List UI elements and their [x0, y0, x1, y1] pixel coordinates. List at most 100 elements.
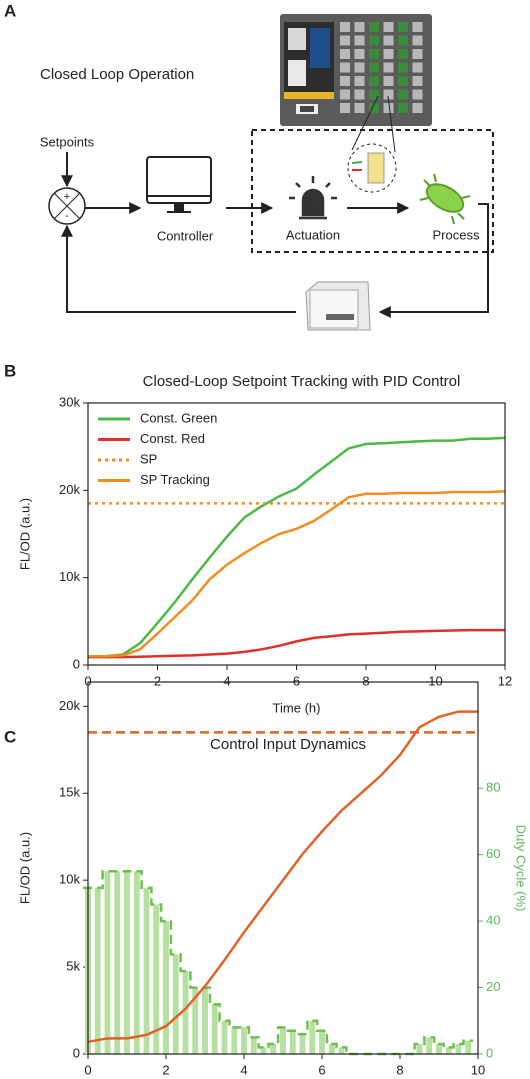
node-label: Controller [157, 228, 214, 243]
y2-tick-label: 60 [486, 846, 500, 861]
bar [280, 1027, 286, 1054]
series-line [87, 710, 478, 1044]
x-tick-label: 10 [428, 673, 442, 688]
x-tick-label: 6 [318, 1062, 325, 1077]
plot-frame [87, 681, 479, 1055]
x-axis-label: Time (h) [273, 700, 321, 715]
panel-label: B [4, 361, 16, 380]
bar [143, 887, 150, 1054]
legend-label: SP [140, 451, 157, 466]
y-tick-label: 30k [59, 394, 80, 409]
well [412, 89, 423, 100]
well [369, 22, 379, 32]
well [354, 89, 365, 100]
y-tick-label: 20k [59, 698, 80, 713]
y2-tick-label: 40 [486, 913, 500, 928]
bar [455, 1044, 462, 1054]
sign: - [65, 210, 69, 222]
bar [299, 1034, 306, 1054]
bar [202, 987, 208, 1054]
well [398, 76, 408, 86]
arrow [61, 224, 296, 313]
x-tick-label: 8 [362, 673, 369, 688]
led-green [351, 161, 363, 164]
well [383, 103, 394, 113]
x-tick-label: 0 [84, 673, 91, 688]
device-image [280, 14, 432, 126]
y-tick-label: 0 [73, 656, 80, 671]
panel-label: A [4, 1, 16, 20]
well [369, 103, 379, 113]
series-line [88, 628, 505, 659]
y-axis-label: FL/OD (a.u.) [17, 498, 32, 570]
bar [221, 1020, 228, 1054]
node-label: Actuation [286, 227, 340, 242]
bar [250, 1037, 257, 1054]
zoom-line [387, 95, 396, 153]
well [340, 62, 350, 73]
well [412, 35, 423, 46]
well [383, 89, 394, 100]
plate-reader-icon [305, 281, 371, 331]
well [354, 62, 365, 73]
chart-title: Control Input Dynamics [210, 736, 366, 753]
well [383, 49, 394, 59]
well [383, 35, 394, 46]
x-tick-label: 6 [293, 673, 300, 688]
x-tick-label: 8 [396, 1062, 403, 1077]
well [369, 49, 379, 59]
bulb-icon [289, 176, 337, 220]
legend-label: Const. Green [140, 410, 217, 425]
well [369, 35, 379, 46]
well [412, 49, 423, 59]
well [340, 35, 350, 46]
well [383, 62, 394, 73]
x-tick-label: 4 [223, 673, 230, 688]
bar [182, 970, 189, 1054]
well [398, 35, 408, 46]
bar [114, 871, 121, 1054]
bar [211, 1004, 218, 1054]
bar [416, 1044, 423, 1054]
y2-tick-label: 0 [486, 1045, 493, 1060]
y-tick-label: 15k [59, 785, 80, 800]
arrow [378, 203, 489, 318]
junction-cross [53, 192, 81, 220]
tube [367, 152, 385, 184]
x-tick-label: 2 [162, 1062, 169, 1077]
process-box [251, 129, 494, 253]
legend-label: SP Tracking [140, 472, 210, 487]
well [383, 22, 394, 32]
x-tick-label: 12 [498, 673, 512, 688]
well [383, 76, 394, 86]
well [398, 89, 408, 100]
node-label: Process [433, 227, 480, 242]
bar [309, 1020, 316, 1054]
bar [270, 1044, 277, 1054]
bar [465, 1040, 472, 1054]
well [369, 62, 379, 73]
well [354, 22, 365, 32]
bar [231, 1027, 238, 1054]
well [398, 22, 408, 32]
bar [241, 1027, 247, 1054]
y2-tick-label: 20 [486, 979, 500, 994]
x-tick-label: 10 [471, 1062, 485, 1077]
well [340, 103, 350, 113]
x-tick-label: 4 [240, 1062, 247, 1077]
bar [445, 1047, 452, 1054]
y-tick-label: 5k [66, 959, 80, 974]
bar [338, 1047, 345, 1054]
sign: + [64, 191, 70, 203]
series-line [88, 436, 506, 658]
bar [163, 921, 169, 1054]
well [354, 103, 365, 113]
x-tick-label: 0 [84, 1062, 91, 1077]
well [340, 49, 350, 59]
y-tick-label: 20k [59, 482, 80, 497]
bar-outline [83, 870, 474, 1056]
bar [192, 987, 199, 1054]
x-tick-label: 2 [154, 673, 161, 688]
diagram-title: Closed Loop Operation [40, 66, 194, 83]
